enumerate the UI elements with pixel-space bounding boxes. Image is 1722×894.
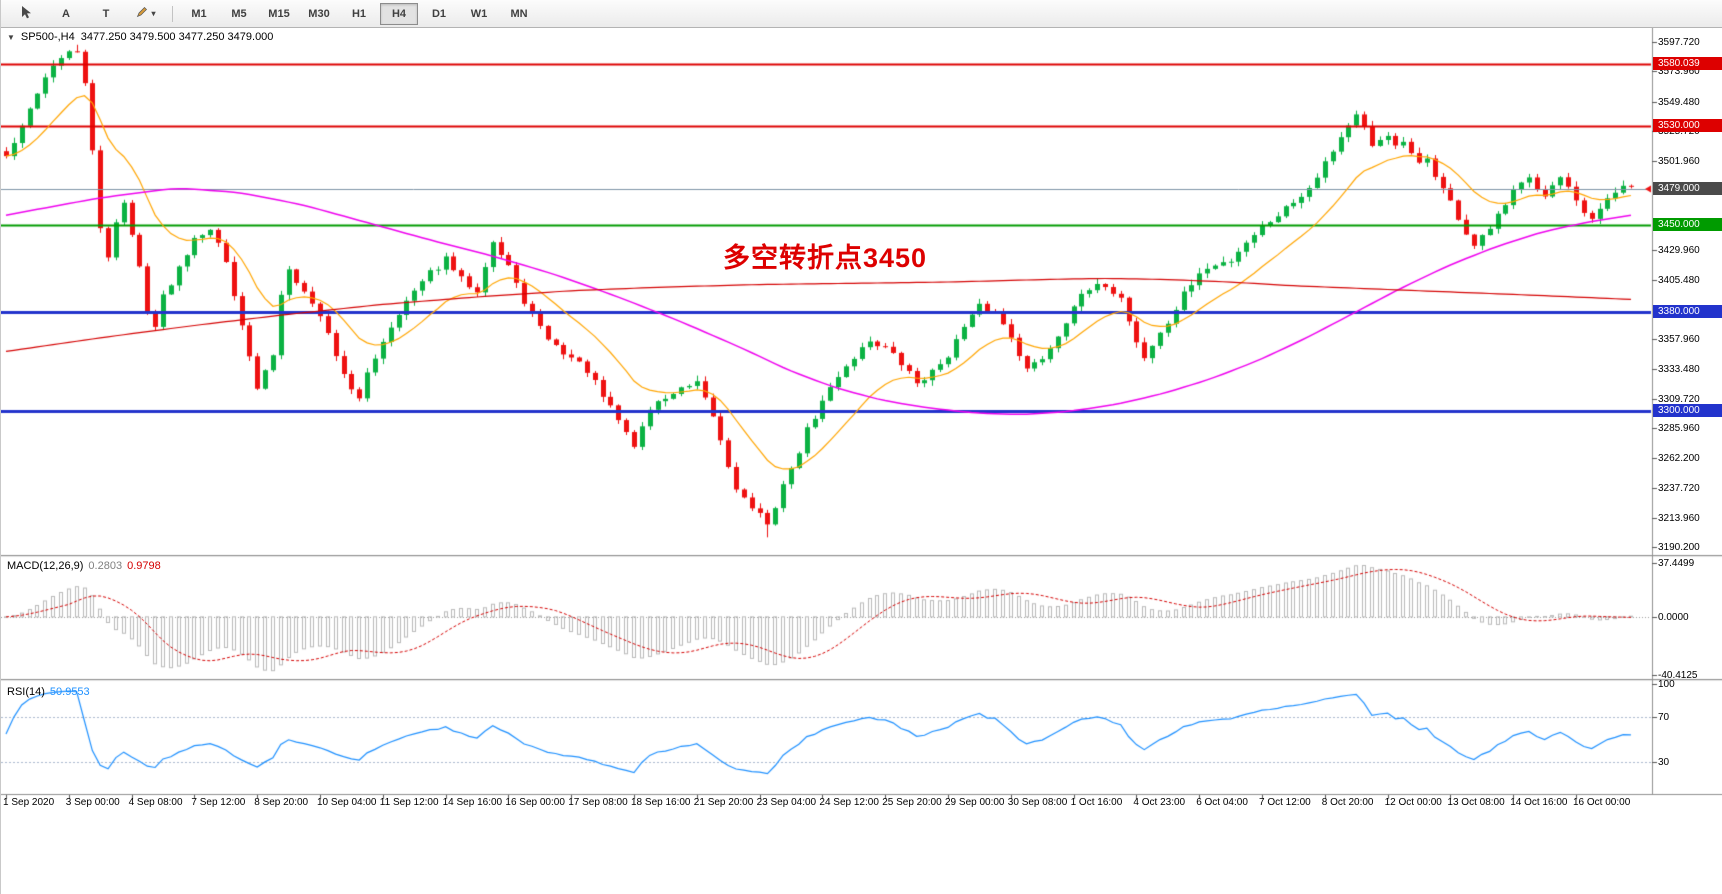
- chart-symbol-label: SP500-,H4: [20, 31, 75, 43]
- time-axis-label: 21 Sep 20:00: [693, 797, 754, 808]
- time-axis-label: 14 Sep 16:00: [442, 797, 503, 808]
- timeframe-h1-button[interactable]: H1: [351, 7, 367, 20]
- macd-name: MACD(12,26,9): [7, 560, 84, 572]
- text-label-tool-button[interactable]: A: [62, 7, 70, 20]
- timeframe-d1-button[interactable]: D1: [431, 7, 447, 20]
- time-axis: 1 Sep 2020 3 Sep 00:00 4 Sep 08:00 7 Sep 12…: [1, 797, 1661, 812]
- timeframe-w1-button[interactable]: W1: [470, 7, 488, 20]
- time-axis-label: 30 Sep 08:00: [1007, 797, 1068, 808]
- pencil-icon: [136, 6, 148, 21]
- time-axis-label: 23 Sep 04:00: [756, 797, 817, 808]
- timeframe-m30-button[interactable]: M30: [308, 7, 330, 20]
- time-axis-label: 4 Sep 08:00: [128, 797, 183, 808]
- toolbar-separator: [172, 5, 173, 22]
- timeframe-m1-button[interactable]: M1: [191, 7, 207, 20]
- time-axis-label: 12 Oct 00:00: [1384, 797, 1442, 808]
- timeframe-h4-button[interactable]: H4: [380, 2, 418, 25]
- time-axis-label: 25 Sep 20:00: [882, 797, 942, 808]
- toolbar: A T ▾ M1 M5 M15 M30 H1 H4 D1 W1 MN: [1, 0, 1722, 28]
- time-axis-label: 8 Sep 20:00: [254, 797, 309, 808]
- time-axis-label: 24 Sep 12:00: [819, 797, 879, 808]
- time-axis-label: 17 Sep 08:00: [568, 797, 628, 808]
- chart-ohlc-values: 3477.250 3479.500 3477.250 3479.000: [80, 31, 274, 43]
- timeframe-m5-button[interactable]: M5: [231, 7, 247, 20]
- time-axis-label: 14 Oct 16:00: [1510, 797, 1568, 808]
- cursor-icon: [21, 5, 32, 22]
- drawing-tools-group: A T ▾: [6, 3, 166, 25]
- macd-indicator-label: MACD(12,26,9) 0.2803 0.9798: [7, 560, 161, 572]
- time-axis-label: 7 Sep 12:00: [191, 797, 246, 808]
- chart-annotation-text[interactable]: 多空转折点3450: [723, 243, 928, 273]
- rsi-name: RSI(14): [7, 686, 45, 698]
- time-axis-label: 1 Oct 16:00: [1070, 797, 1123, 808]
- time-axis-label: 7 Oct 12:00: [1259, 797, 1311, 808]
- time-axis-label: 10 Sep 04:00: [317, 797, 377, 808]
- time-axis-label: 3 Sep 00:00: [65, 797, 120, 808]
- dropdown-arrow-icon: ▾: [151, 9, 156, 18]
- time-axis-label: 13 Oct 08:00: [1447, 797, 1505, 808]
- time-axis-label: 6 Oct 04:00: [1196, 797, 1248, 808]
- time-axis-label: 11 Sep 12:00: [379, 797, 439, 808]
- time-axis-label: 4 Oct 23:00: [1133, 797, 1186, 808]
- macd-signal-value: 0.9798: [127, 560, 161, 572]
- macd-main-value: 0.2803: [88, 560, 123, 572]
- time-axis-label: 16 Sep 00:00: [505, 797, 565, 808]
- rsi-value: 50.9553: [49, 686, 90, 698]
- time-axis-label: 29 Sep 00:00: [945, 797, 1005, 808]
- timeframe-m15-button[interactable]: M15: [268, 7, 290, 20]
- timeframe-mn-button[interactable]: MN: [510, 7, 528, 20]
- time-axis-label: 18 Sep 16:00: [631, 797, 691, 808]
- timeframes-group: M1 M5 M15 M30 H1 H4 D1 W1 MN: [179, 2, 539, 25]
- time-axis-label: 8 Oct 20:00: [1321, 797, 1374, 808]
- cursor-tool-button[interactable]: [7, 3, 45, 25]
- rsi-indicator-label: RSI(14) 50.9553: [7, 686, 90, 698]
- price-chart-canvas[interactable]: [1, 27, 1722, 817]
- time-axis-label: 16 Oct 00:00: [1573, 797, 1631, 808]
- drawing-tool-button[interactable]: ▾: [127, 3, 165, 25]
- collapse-chevron-icon[interactable]: ▼: [7, 32, 15, 42]
- time-axis-label: 1 Sep 2020: [3, 797, 55, 808]
- chart-title: ▼ SP500-,H4 3477.250 3479.500 3477.250 3…: [7, 31, 273, 43]
- text-tool-button[interactable]: T: [102, 7, 110, 20]
